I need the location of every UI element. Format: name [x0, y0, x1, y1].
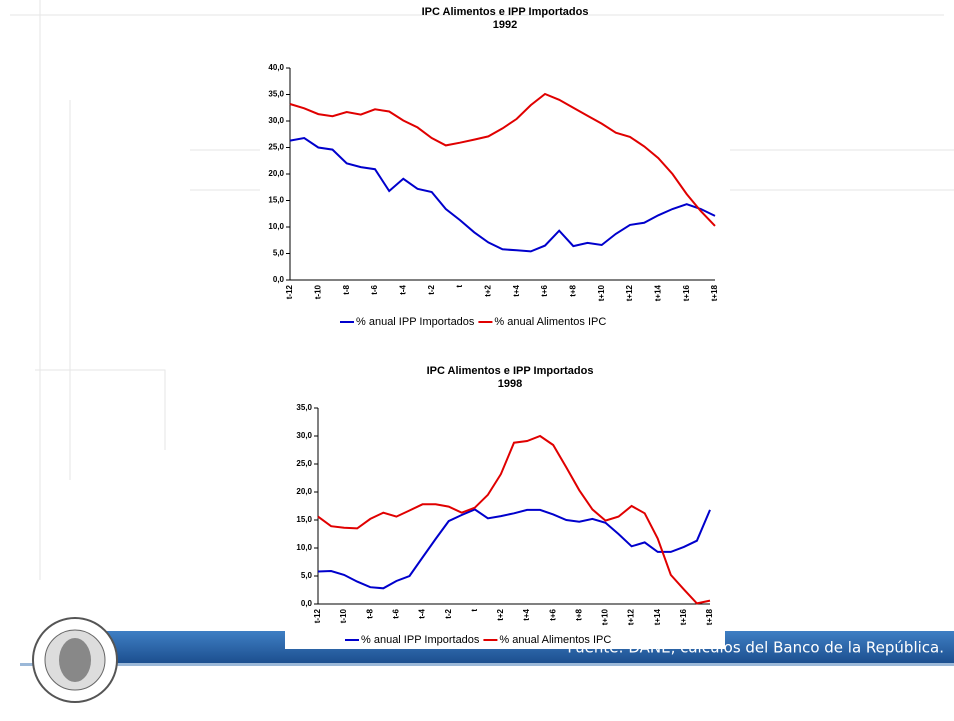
x-tick-label: t+8 — [574, 608, 583, 620]
x-tick-label: t-10 — [339, 608, 348, 623]
x-tick-label: t+14 — [653, 284, 662, 301]
chart-bg — [285, 397, 725, 649]
y-tick-label: 10,0 — [296, 543, 312, 552]
x-tick-label: t+10 — [597, 284, 606, 301]
chart-title: IPC Alimentos e IPP Importados — [422, 6, 589, 18]
chart-bg — [260, 40, 730, 340]
x-tick-label: t-8 — [365, 608, 374, 618]
x-tick-label: t-8 — [342, 284, 351, 294]
x-tick-label: t+18 — [710, 284, 719, 301]
x-tick-label: t-10 — [313, 284, 322, 299]
y-tick-label: 20,0 — [296, 487, 312, 496]
x-tick-label: t-2 — [444, 608, 453, 618]
legend: % anual IPP Importados % anual Alimentos … — [345, 634, 611, 646]
y-tick-label: 30,0 — [268, 116, 284, 125]
x-tick-label: t+16 — [682, 284, 691, 301]
legend-label: % anual Alimentos IPC — [494, 316, 606, 328]
x-tick-label: t-12 — [313, 608, 322, 623]
y-tick-label: 25,0 — [296, 459, 312, 468]
x-tick-label: t+6 — [548, 608, 557, 620]
x-tick-label: t+2 — [483, 284, 492, 296]
legend-label: % anual IPP Importados — [361, 634, 480, 646]
y-tick-label: 25,0 — [268, 143, 284, 152]
legend-label: % anual IPP Importados — [356, 316, 475, 328]
x-tick-label: t+12 — [625, 284, 634, 301]
x-tick-label: t — [470, 609, 479, 612]
chart-subtitle: 1998 — [498, 378, 522, 390]
legend-label: % anual Alimentos IPC — [499, 634, 611, 646]
x-tick-label: t-4 — [398, 284, 407, 294]
series-line — [289, 136, 716, 253]
legend: % anual IPP Importados % anual Alimentos … — [340, 316, 606, 328]
chart-subtitle: 1992 — [493, 19, 517, 31]
x-tick-label: t+12 — [627, 608, 636, 625]
series-line — [317, 434, 711, 605]
y-tick-label: 35,0 — [268, 90, 284, 99]
y-tick-label: 35,0 — [296, 403, 312, 412]
y-tick-label: 30,0 — [296, 431, 312, 440]
x-tick-label: t-6 — [370, 284, 379, 294]
y-tick-label: 10,0 — [268, 222, 284, 231]
chart-title: IPC Alimentos e IPP Importados — [427, 365, 594, 377]
x-tick-label: t+14 — [653, 608, 662, 625]
decor-lines — [10, 0, 954, 580]
footer-text: Fuente: DANE, cálculos del Banco de la R… — [567, 639, 944, 657]
x-tick-label: t+16 — [679, 608, 688, 625]
x-tick-label: t+10 — [601, 608, 610, 625]
footer-line — [20, 663, 954, 666]
y-tick-label: 40,0 — [268, 63, 284, 72]
x-tick-label: t+4 — [522, 608, 531, 620]
x-tick-label: t+4 — [512, 284, 521, 296]
x-tick-label: t-12 — [285, 284, 294, 299]
y-tick-label: 5,0 — [273, 249, 285, 258]
x-tick-label: t+2 — [496, 608, 505, 620]
x-tick-label: t — [455, 285, 464, 288]
series-line — [317, 508, 711, 590]
y-tick-label: 15,0 — [268, 196, 284, 205]
x-tick-label: t+6 — [540, 284, 549, 296]
y-tick-label: 0,0 — [301, 599, 313, 608]
y-tick-label: 5,0 — [301, 571, 313, 580]
x-tick-label: t-4 — [418, 608, 427, 618]
y-tick-label: 0,0 — [273, 275, 285, 284]
x-tick-label: t+8 — [568, 284, 577, 296]
x-tick-label: t-2 — [427, 284, 436, 294]
x-tick-label: t+18 — [705, 608, 714, 625]
y-tick-label: 20,0 — [268, 169, 284, 178]
logo — [32, 617, 118, 703]
y-tick-label: 15,0 — [296, 515, 312, 524]
x-tick-label: t-6 — [392, 608, 401, 618]
series-line — [289, 92, 716, 227]
